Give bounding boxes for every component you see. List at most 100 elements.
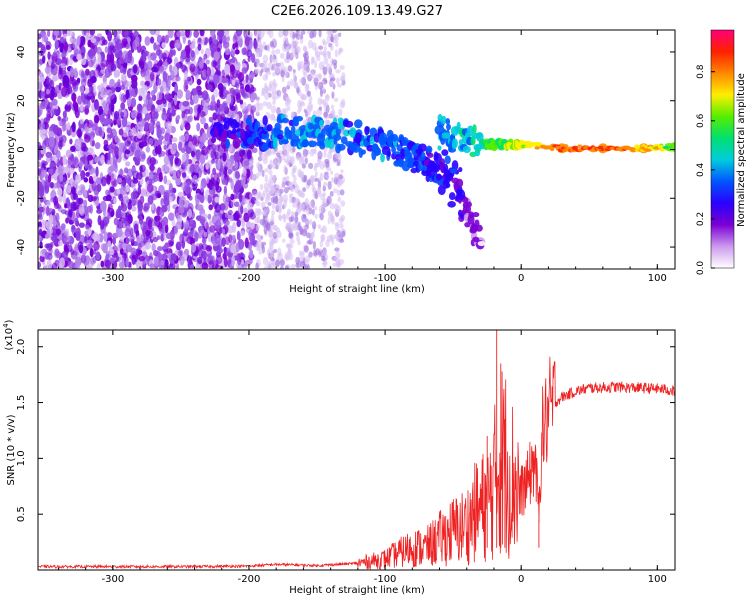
spectrogram-noise-blob	[113, 69, 121, 78]
spectrogram-noise-blob	[305, 201, 309, 207]
spectrogram-noise-blob	[219, 203, 226, 211]
spectrogram-noise-blob	[187, 39, 192, 47]
spectrogram-noise-blob	[156, 34, 163, 43]
spectrogram-noise-blob	[42, 204, 47, 215]
spectrogram-noise-blob	[210, 150, 215, 159]
spectrogram-noise-blob	[125, 89, 130, 100]
spectrogram-noise-blob	[282, 143, 286, 152]
spectrogram-signal-blob	[234, 121, 240, 128]
spectrogram-noise-blob	[197, 104, 204, 112]
spectrogram-noise-blob	[116, 188, 121, 195]
spectrogram-noise-blob	[226, 36, 231, 42]
spectrogram-noise-blob	[283, 107, 288, 114]
spectrogram-noise-blob	[196, 90, 203, 96]
spectrogram-noise-blob	[275, 259, 280, 268]
spectrogram-noise-blob	[98, 72, 103, 79]
spectrogram-noise-blob	[190, 243, 197, 253]
spectrogram-noise-blob	[141, 141, 148, 147]
spectrogram-noise-blob	[318, 61, 325, 71]
spectrogram-noise-blob	[76, 53, 82, 61]
spectrogram-signal-blob	[391, 134, 399, 142]
spectrogram-noise-blob	[62, 33, 67, 39]
spectrogram-noise-blob	[306, 30, 311, 35]
spectrogram-noise-blob	[306, 264, 310, 269]
spectrogram-noise-blob	[90, 37, 97, 44]
spectrogram-noise-blob	[50, 61, 56, 70]
spectrogram-noise-blob	[235, 30, 243, 37]
spectrogram-noise-blob	[160, 259, 165, 266]
spectrogram-noise-blob	[85, 239, 93, 249]
spectrogram-noise-blob	[286, 51, 290, 60]
spectrogram-noise-blob	[218, 248, 224, 254]
spectrogram-noise-blob	[319, 228, 325, 233]
spectrogram-noise-blob	[306, 65, 310, 73]
spectrogram-noise-blob	[123, 79, 129, 91]
spectrogram-noise-blob	[297, 108, 301, 114]
spectrogram-noise-blob	[276, 204, 280, 210]
spectrogram-noise-blob	[148, 137, 154, 146]
spectrogram-noise-blob	[67, 184, 72, 193]
spectrogram-noise-blob	[109, 78, 116, 89]
spectrogram-noise-blob	[77, 132, 82, 139]
spectrogram-noise-blob	[86, 99, 91, 109]
spectrogram-noise-blob	[163, 155, 170, 165]
spectrogram-noise-blob	[180, 104, 186, 113]
spectrogram-noise-blob	[229, 108, 237, 119]
spectrogram-noise-blob	[291, 263, 296, 269]
snr-y-tick-label: 1.5	[16, 395, 27, 411]
spectrogram-noise-blob	[63, 230, 69, 237]
spectrogram-noise-blob	[94, 114, 100, 124]
spectrogram-noise-blob	[331, 215, 335, 223]
spectrogram-noise-blob	[88, 164, 92, 170]
spectrogram-noise-blob	[230, 243, 237, 254]
spectrogram-noise-blob	[41, 169, 48, 178]
spectrogram-noise-blob	[148, 252, 153, 262]
spectrogram-noise-blob	[327, 114, 332, 120]
spectrogram-noise-blob	[39, 196, 44, 203]
spectrogram-noise-blob	[171, 142, 178, 152]
spectrogram-noise-blob	[61, 52, 67, 59]
spectrogram-signal-blob	[281, 117, 290, 123]
spectrogram-noise-blob	[47, 173, 52, 183]
spectrogram-noise-blob	[100, 99, 107, 108]
spectrogram-noise-blob	[264, 196, 269, 204]
spectrogram-noise-blob	[191, 229, 198, 238]
spectrogram-noise-blob	[196, 78, 202, 86]
spectrogram-noise-blob	[149, 121, 154, 133]
spectrogram-signal-blob	[667, 147, 675, 151]
spectrogram-noise-blob	[247, 241, 252, 251]
spectrogram-signal-blob	[448, 192, 456, 201]
snr-y-axis-label: SNR (10 * v/v)	[6, 414, 17, 485]
spectrogram-noise-blob	[270, 105, 277, 114]
spectrogram-noise-blob	[162, 70, 168, 82]
figure-title: C2E6.2026.109.13.49.G27	[271, 4, 443, 19]
spectrogram-noise-blob	[236, 219, 241, 228]
spectrogram-noise-blob	[303, 245, 309, 253]
spectrogram-noise-blob	[252, 147, 258, 154]
spectrogram-noise-blob	[308, 162, 314, 169]
spectrogram-noise-blob	[191, 88, 198, 96]
spectrogram-noise-blob	[118, 220, 123, 229]
spectrogram-noise-blob	[223, 256, 228, 268]
spectrogram-noise-blob	[272, 248, 278, 253]
spectrogram-noise-blob	[306, 179, 312, 186]
spectrogram-noise-blob	[262, 219, 267, 228]
spectrogram-noise-blob	[272, 164, 276, 169]
spectrogram-noise-blob	[241, 67, 248, 74]
spectrogram-noise-blob	[297, 99, 302, 109]
spectrogram-noise-blob	[168, 183, 174, 194]
spectrogram-noise-blob	[340, 214, 346, 222]
spectrogram-noise-blob	[284, 251, 289, 260]
spectrogram-noise-blob	[268, 229, 274, 239]
spectrogram-noise-blob	[293, 81, 299, 89]
spectrogram-noise-blob	[283, 164, 287, 174]
spectrogram-noise-blob	[140, 153, 146, 160]
spectrogram-noise-blob	[164, 259, 169, 268]
spectrogram-noise-blob	[266, 43, 271, 53]
spectrogram-noise-blob	[166, 57, 173, 64]
spectrogram-noise-blob	[231, 56, 236, 64]
spectrogram-x-tick-label: 0	[518, 273, 524, 284]
spectrogram-signal-blob	[319, 119, 324, 127]
spectrogram-noise-blob	[181, 110, 186, 119]
